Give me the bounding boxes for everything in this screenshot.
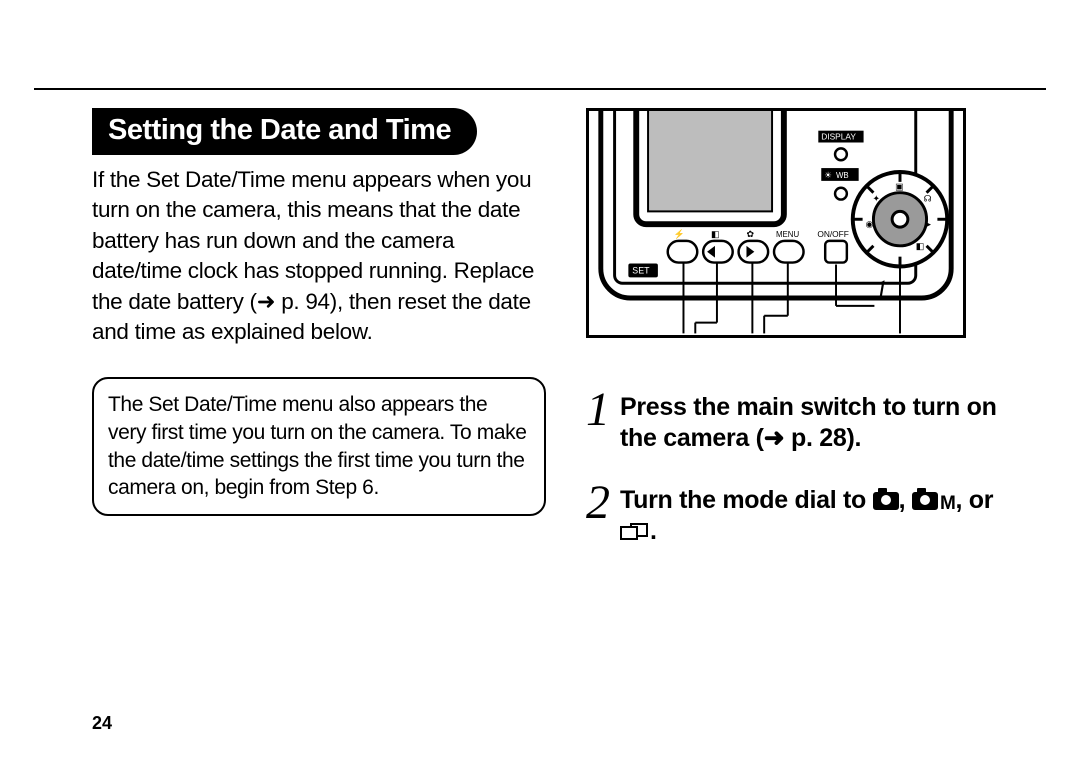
- svg-text:MENU: MENU: [776, 230, 799, 239]
- svg-text:◧: ◧: [711, 229, 719, 239]
- note-text: The Set Date/Time menu also appears the …: [108, 393, 527, 499]
- arrow-icon: ➜: [257, 289, 276, 314]
- svg-text:SET: SET: [632, 265, 650, 275]
- svg-text:✦: ✦: [872, 194, 880, 204]
- top-rule: [34, 88, 1046, 90]
- callout-2: 2: [897, 331, 910, 338]
- camera-diagram: ⚡ ◧ ✿ MENU SET DISPLAY ☀: [586, 108, 966, 338]
- camera-icon: [873, 492, 899, 510]
- svg-text:◉: ◉: [866, 219, 874, 229]
- stitch-icon: [620, 523, 650, 541]
- callout-4-6: 4-6: [665, 331, 700, 338]
- right-column: ⚡ ◧ ✿ MENU SET DISPLAY ☀: [586, 108, 1002, 547]
- step-1: 1 Press the main switch to turn on the c…: [586, 388, 1002, 455]
- camera-icon: [912, 492, 938, 510]
- note-box: The Set Date/Time menu also appears the …: [92, 377, 546, 516]
- step-number-2: 2: [586, 481, 610, 524]
- svg-text:✿: ✿: [746, 229, 754, 239]
- content-columns: Setting the Date and Time If the Set Dat…: [92, 108, 1002, 547]
- intro-paragraph: If the Set Date/Time menu appears when y…: [92, 165, 546, 347]
- m-subscript: M: [940, 493, 956, 514]
- svg-text:ON/OFF: ON/OFF: [817, 229, 849, 239]
- callout-1: 1: [875, 275, 888, 305]
- callout-3-7: 3, 7: [735, 331, 774, 338]
- camera-illustration: ⚡ ◧ ✿ MENU SET DISPLAY ☀: [589, 111, 963, 337]
- svg-text:☊: ☊: [924, 194, 932, 204]
- svg-text:⚡: ⚡: [674, 228, 685, 240]
- step-text-1: Press the main switch to turn on the cam…: [620, 388, 1002, 455]
- svg-text:◧: ◧: [916, 241, 924, 251]
- svg-text:☀: ☀: [824, 170, 832, 180]
- svg-text:DISPLAY: DISPLAY: [821, 132, 856, 142]
- arrow-icon: ➜: [764, 424, 785, 452]
- step-2: 2 Turn the mode dial to , M, or .: [586, 481, 1002, 548]
- left-column: Setting the Date and Time If the Set Dat…: [92, 108, 546, 547]
- page-number: 24: [92, 713, 112, 734]
- step-number-1: 1: [586, 388, 610, 431]
- svg-text:▸: ▸: [927, 219, 932, 229]
- svg-text:WB: WB: [836, 171, 849, 180]
- step-text-2: Turn the mode dial to , M, or .: [620, 481, 1002, 548]
- svg-text:▣: ▣: [895, 182, 903, 192]
- manual-page: Setting the Date and Time If the Set Dat…: [0, 0, 1080, 766]
- section-heading: Setting the Date and Time: [92, 108, 477, 155]
